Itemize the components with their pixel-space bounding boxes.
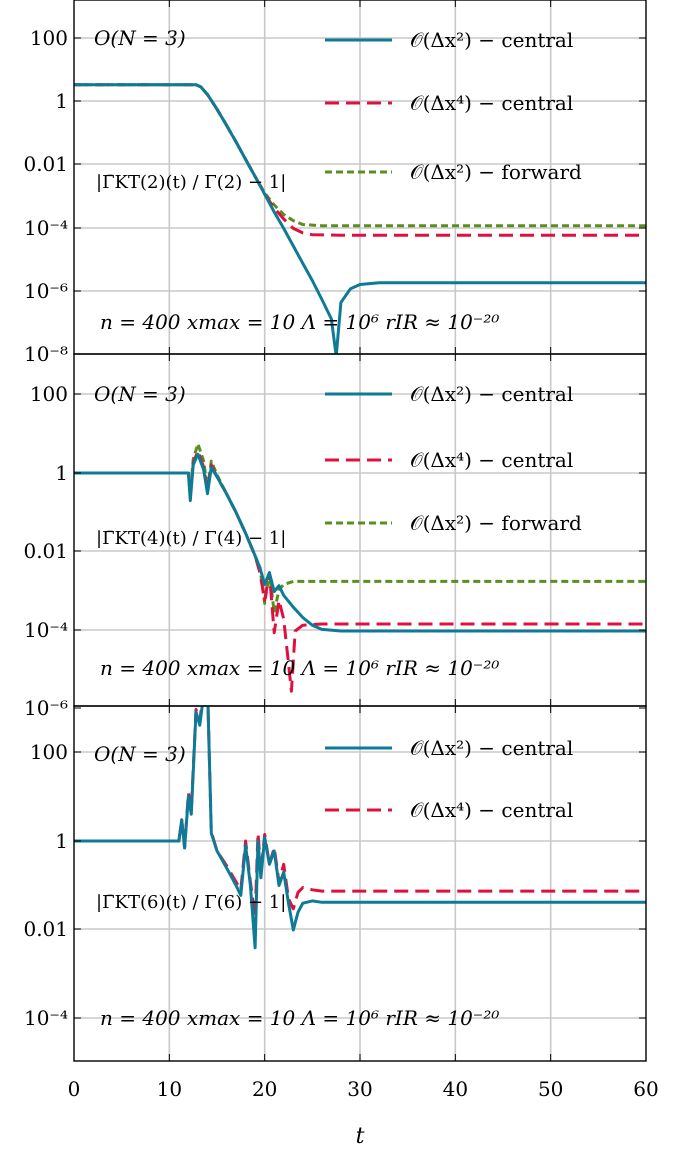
panel-3: 100 1 0.01 10⁻⁴ O(N = 3) |Γ̄KT(6)(t) / Γ(6) −… bbox=[23, 705, 647, 1062]
series-line bbox=[74, 452, 646, 633]
xtick-label: 40 bbox=[443, 1077, 468, 1101]
series-group bbox=[74, 83, 646, 354]
xtick-label: 50 bbox=[538, 1077, 563, 1101]
series-group bbox=[74, 706, 646, 950]
xtick-label: 30 bbox=[347, 1077, 372, 1101]
xtick-label: 20 bbox=[252, 1077, 277, 1101]
legend-label: 𝒪(Δx²) − central bbox=[410, 382, 573, 406]
ytick-label: 10⁻⁴ bbox=[24, 216, 68, 240]
ytick-label: 10⁻⁶ bbox=[24, 279, 68, 303]
panel-1: 100 1 0.01 10⁻⁴ 10⁻⁶ 10⁻⁸ O(N = 3) |Γ̄KT(2)(t) … bbox=[23, 0, 647, 366]
ytick-label: 100 bbox=[30, 382, 68, 406]
xtick-label: 0 bbox=[68, 1077, 81, 1101]
params-label: n = 400 xmax = 10 Λ = 10⁶ rIR ≈ 10⁻²⁰ bbox=[100, 1006, 499, 1030]
panel-2: 100 1 0.01 10⁻⁴ 10⁻⁶ O(N = 3) |Γ̄KT(4)(t) / Γ(… bbox=[23, 353, 647, 720]
legend-label: 𝒪(Δx²) − forward bbox=[410, 511, 582, 535]
series-line bbox=[74, 83, 646, 354]
ytick-label: 0.01 bbox=[23, 152, 68, 176]
legend-label: 𝒪(Δx⁴) − central bbox=[410, 91, 573, 115]
ytick-label: 10⁻⁴ bbox=[24, 1006, 68, 1030]
legend-label: 𝒪(Δx²) − forward bbox=[410, 160, 582, 184]
model-label: O(N = 3) bbox=[94, 742, 186, 766]
ytick-label: 1 bbox=[55, 89, 68, 113]
params-label: n = 400 xmax = 10 Λ = 10⁶ rIR ≈ 10⁻²⁰ bbox=[100, 310, 499, 334]
ytick-label: 100 bbox=[30, 26, 68, 50]
series-group bbox=[74, 442, 646, 693]
ytick-label: 1 bbox=[55, 461, 68, 485]
legend-label: 𝒪(Δx²) − central bbox=[410, 28, 573, 52]
series-line bbox=[74, 706, 646, 950]
x-axis-label: t bbox=[356, 1124, 365, 1149]
grid bbox=[74, 706, 646, 1061]
xtick-label: 10 bbox=[157, 1077, 182, 1101]
ytick-label: 0.01 bbox=[23, 917, 68, 941]
ytick-label: 10⁻⁶ bbox=[24, 696, 68, 720]
ytick-label: 1 bbox=[55, 829, 68, 853]
model-label: O(N = 3) bbox=[94, 26, 186, 50]
ytick-label: 10⁻⁸ bbox=[24, 342, 68, 366]
ytick-label: 10⁻⁴ bbox=[24, 618, 68, 642]
grid bbox=[74, 0, 646, 354]
ytick-label: 0.01 bbox=[23, 539, 68, 563]
legend-label: 𝒪(Δx⁴) − central bbox=[410, 448, 573, 472]
series-line bbox=[74, 449, 646, 693]
model-label: O(N = 3) bbox=[94, 382, 186, 406]
ylabel-text: |Γ̄KT(2)(t) / Γ(2) − 1| bbox=[96, 172, 286, 193]
ylabel-text: |Γ̄KT(6)(t) / Γ(6) − 1| bbox=[96, 892, 286, 913]
legend-label: 𝒪(Δx⁴) − central bbox=[410, 798, 573, 822]
legend-label: 𝒪(Δx²) − central bbox=[410, 736, 573, 760]
ytick-label: 100 bbox=[30, 740, 68, 764]
ylabel-text: |Γ̄KT(4)(t) / Γ(4) − 1| bbox=[96, 528, 286, 549]
params-label: n = 400 xmax = 10 Λ = 10⁶ rIR ≈ 10⁻²⁰ bbox=[100, 656, 499, 680]
xtick-label: 60 bbox=[633, 1077, 658, 1101]
